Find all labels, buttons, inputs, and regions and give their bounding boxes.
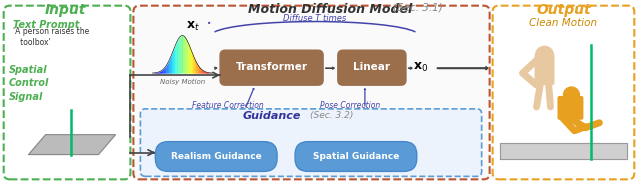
- FancyBboxPatch shape: [338, 50, 406, 85]
- FancyBboxPatch shape: [133, 6, 490, 179]
- Circle shape: [563, 87, 579, 103]
- FancyBboxPatch shape: [534, 54, 554, 85]
- Text: Input: Input: [45, 3, 86, 17]
- Text: 'A person raises the
   toolbox': 'A person raises the toolbox': [13, 28, 89, 47]
- Text: Spatial
Control
Signal: Spatial Control Signal: [9, 65, 49, 102]
- Text: Clean Motion: Clean Motion: [529, 18, 598, 28]
- Text: Realism Guidance: Realism Guidance: [171, 152, 262, 161]
- FancyBboxPatch shape: [557, 96, 584, 120]
- Polygon shape: [29, 135, 115, 154]
- Text: (Sec. 3.2): (Sec. 3.2): [310, 111, 353, 120]
- Text: Diffuse T times: Diffuse T times: [284, 14, 347, 23]
- FancyBboxPatch shape: [220, 50, 323, 85]
- FancyBboxPatch shape: [295, 142, 417, 171]
- Text: $\mathbf{x}_t$: $\mathbf{x}_t$: [186, 20, 200, 33]
- Text: Text Prompt: Text Prompt: [13, 20, 79, 30]
- Text: Feature Correction: Feature Correction: [193, 101, 264, 110]
- Text: Spatial Guidance: Spatial Guidance: [313, 152, 399, 161]
- Polygon shape: [500, 143, 627, 159]
- Text: $\mathbf{x}_0$: $\mathbf{x}_0$: [413, 61, 428, 74]
- Text: Linear: Linear: [353, 62, 390, 72]
- FancyBboxPatch shape: [493, 6, 634, 179]
- Text: Guidance: Guidance: [243, 111, 301, 121]
- Circle shape: [536, 46, 554, 64]
- FancyBboxPatch shape: [140, 109, 482, 176]
- Text: Output: Output: [536, 3, 591, 17]
- FancyBboxPatch shape: [156, 142, 277, 171]
- Text: Motion Diffusion Model: Motion Diffusion Model: [248, 3, 412, 16]
- FancyBboxPatch shape: [4, 6, 131, 179]
- Text: Transformer: Transformer: [236, 62, 308, 72]
- Text: Noisy Motion: Noisy Motion: [159, 79, 205, 85]
- Text: (Sec. 3.1): (Sec. 3.1): [393, 3, 443, 13]
- Text: Pose Correction: Pose Correction: [320, 101, 380, 110]
